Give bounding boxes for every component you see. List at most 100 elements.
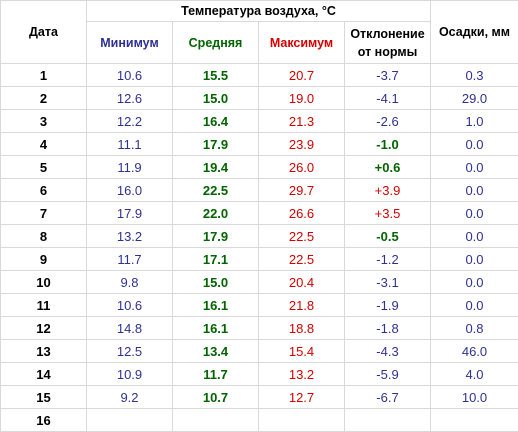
deviation-cell: -6.7 <box>345 386 431 409</box>
deviation-cell: -1.8 <box>345 317 431 340</box>
day-cell: 3 <box>1 110 87 133</box>
min-header: Минимум <box>87 22 173 64</box>
min-cell: 12.6 <box>87 87 173 110</box>
precip-cell: 0.0 <box>431 133 518 156</box>
deviation-cell: -1.2 <box>345 248 431 271</box>
precip-cell: 0.0 <box>431 248 518 271</box>
avg-cell: 16.1 <box>173 317 259 340</box>
max-cell: 20.7 <box>259 64 345 87</box>
precip-cell: 0.8 <box>431 317 518 340</box>
max-cell: 29.7 <box>259 179 345 202</box>
avg-cell: 22.0 <box>173 202 259 225</box>
max-cell: 12.7 <box>259 386 345 409</box>
max-cell: 15.4 <box>259 340 345 363</box>
min-cell: 10.6 <box>87 64 173 87</box>
max-cell: 23.9 <box>259 133 345 156</box>
deviation-cell <box>345 409 431 432</box>
deviation-cell: -2.6 <box>345 110 431 133</box>
precip-cell: 1.0 <box>431 110 518 133</box>
avg-cell: 15.0 <box>173 271 259 294</box>
precip-cell: 0.3 <box>431 64 518 87</box>
day-cell: 11 <box>1 294 87 317</box>
min-cell: 10.6 <box>87 294 173 317</box>
min-cell: 9.8 <box>87 271 173 294</box>
max-cell: 21.8 <box>259 294 345 317</box>
min-cell: 12.2 <box>87 110 173 133</box>
max-cell: 19.0 <box>259 87 345 110</box>
day-cell: 10 <box>1 271 87 294</box>
avg-cell: 16.1 <box>173 294 259 317</box>
deviation-cell: -1.0 <box>345 133 431 156</box>
avg-cell: 16.4 <box>173 110 259 133</box>
avg-cell: 19.4 <box>173 156 259 179</box>
day-cell: 4 <box>1 133 87 156</box>
deviation-header-line1: Отклонение <box>350 27 424 41</box>
day-cell: 14 <box>1 363 87 386</box>
deviation-cell: +0.6 <box>345 156 431 179</box>
min-cell: 13.2 <box>87 225 173 248</box>
min-cell: 17.9 <box>87 202 173 225</box>
precip-cell <box>431 409 518 432</box>
day-cell: 5 <box>1 156 87 179</box>
min-cell: 11.1 <box>87 133 173 156</box>
max-cell: 22.5 <box>259 225 345 248</box>
table-row: 16 <box>1 409 518 432</box>
air-temp-header: Температура воздуха, °C <box>87 1 431 22</box>
avg-cell: 11.7 <box>173 363 259 386</box>
day-cell: 13 <box>1 340 87 363</box>
min-cell: 14.8 <box>87 317 173 340</box>
precip-cell: 29.0 <box>431 87 518 110</box>
min-cell <box>87 409 173 432</box>
deviation-cell: +3.5 <box>345 202 431 225</box>
max-cell: 26.6 <box>259 202 345 225</box>
deviation-cell: -5.9 <box>345 363 431 386</box>
precip-cell: 0.0 <box>431 156 518 179</box>
day-cell: 16 <box>1 409 87 432</box>
avg-cell: 17.1 <box>173 248 259 271</box>
avg-cell: 17.9 <box>173 133 259 156</box>
max-cell <box>259 409 345 432</box>
precip-cell: 0.0 <box>431 202 518 225</box>
deviation-header: Отклонение от нормы <box>345 22 431 64</box>
precip-cell: 4.0 <box>431 363 518 386</box>
max-header: Максимум <box>259 22 345 64</box>
avg-cell: 17.9 <box>173 225 259 248</box>
deviation-cell: -1.9 <box>345 294 431 317</box>
min-cell: 16.0 <box>87 179 173 202</box>
precip-cell: 0.0 <box>431 271 518 294</box>
deviation-header-line2: от нормы <box>358 45 418 59</box>
day-cell: 6 <box>1 179 87 202</box>
day-cell: 15 <box>1 386 87 409</box>
precip-cell: 10.0 <box>431 386 518 409</box>
deviation-cell: -4.3 <box>345 340 431 363</box>
date-header: Дата <box>1 1 87 64</box>
precip-header: Осадки, мм <box>431 1 518 64</box>
avg-header: Средняя <box>173 22 259 64</box>
deviation-cell: -3.7 <box>345 64 431 87</box>
avg-cell: 15.0 <box>173 87 259 110</box>
day-cell: 7 <box>1 202 87 225</box>
avg-cell: 22.5 <box>173 179 259 202</box>
deviation-cell: -0.5 <box>345 225 431 248</box>
deviation-cell: +3.9 <box>345 179 431 202</box>
avg-cell: 13.4 <box>173 340 259 363</box>
precip-cell: 0.0 <box>431 294 518 317</box>
max-cell: 13.2 <box>259 363 345 386</box>
avg-cell: 10.7 <box>173 386 259 409</box>
